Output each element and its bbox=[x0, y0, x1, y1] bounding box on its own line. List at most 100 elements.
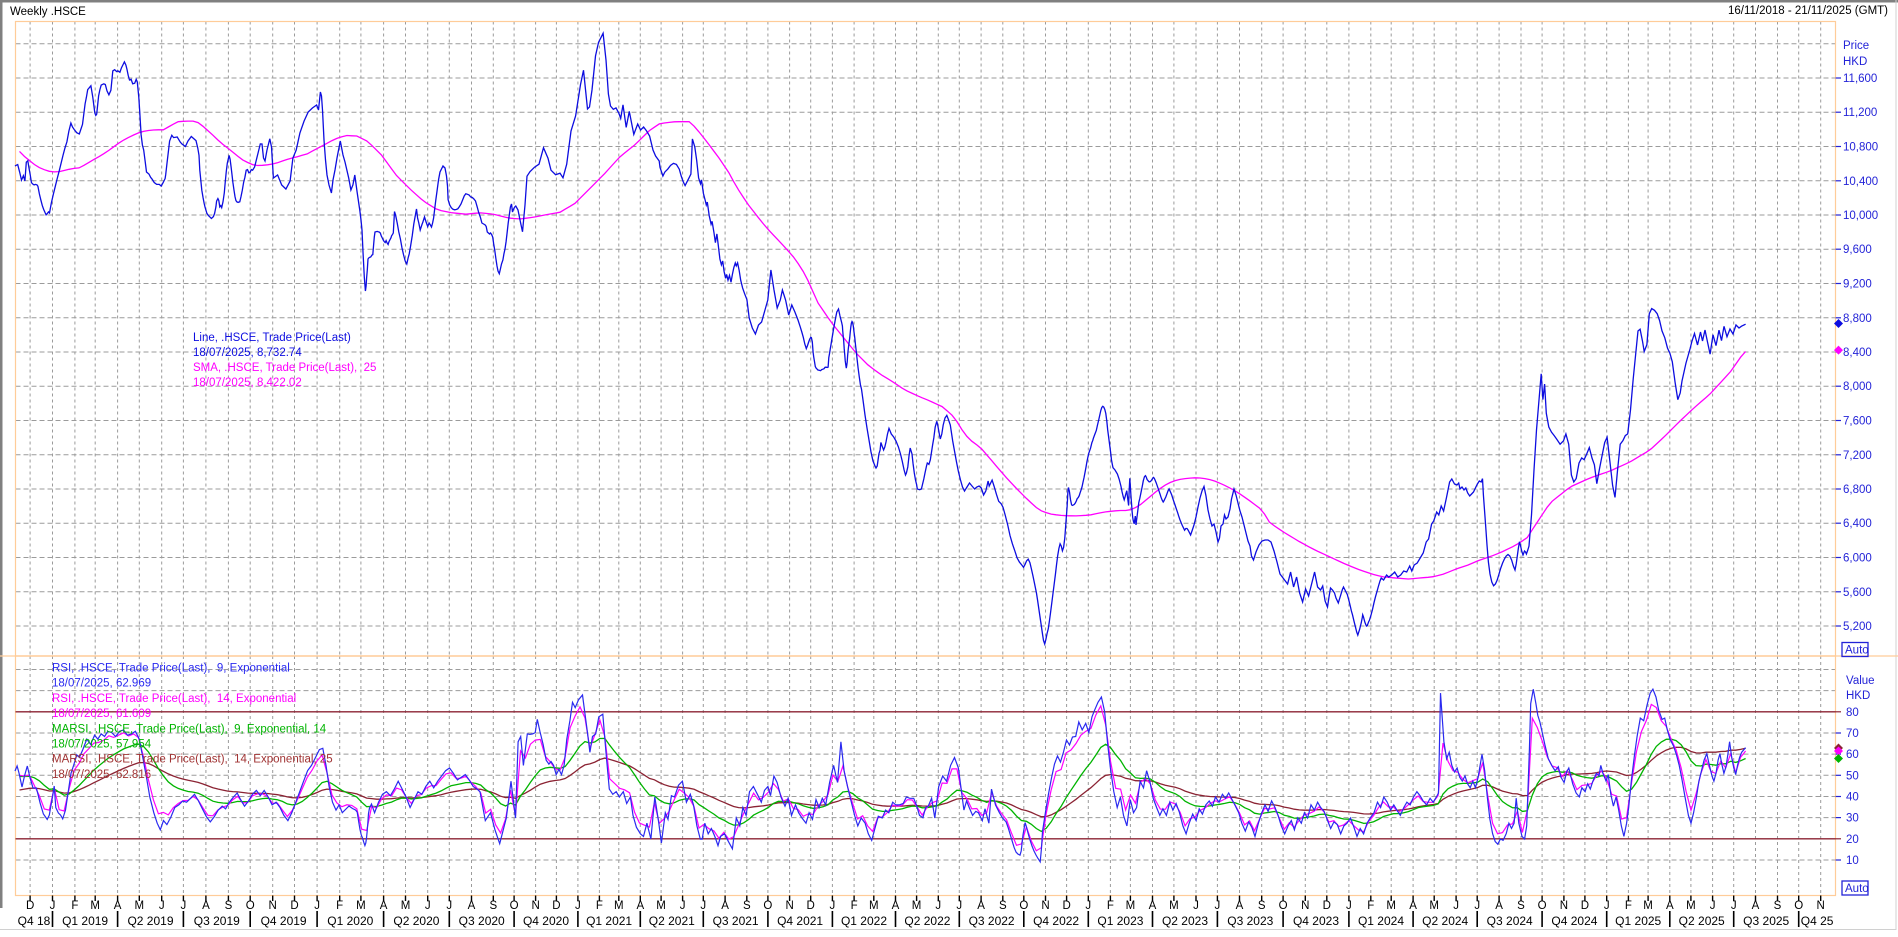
svg-text:8,800: 8,800 bbox=[1843, 313, 1872, 325]
svg-text:M: M bbox=[1643, 900, 1653, 912]
svg-text:M: M bbox=[1126, 900, 1136, 912]
svg-text:Q1 2024: Q1 2024 bbox=[1358, 914, 1404, 928]
svg-text:Q1 2023: Q1 2023 bbox=[1097, 914, 1143, 928]
svg-text:10,000: 10,000 bbox=[1843, 210, 1878, 222]
svg-text:Q2 2025: Q2 2025 bbox=[1679, 914, 1725, 928]
svg-text:A: A bbox=[468, 900, 476, 912]
svg-text:F: F bbox=[851, 900, 858, 912]
svg-text:F: F bbox=[1107, 900, 1114, 912]
svg-text:Q3 2021: Q3 2021 bbox=[713, 914, 759, 928]
svg-text:A: A bbox=[1666, 900, 1674, 912]
svg-text:S: S bbox=[1258, 900, 1266, 912]
svg-text:18/07/2025, 8,732.74: 18/07/2025, 8,732.74 bbox=[193, 347, 302, 359]
svg-text:Q1 2025: Q1 2025 bbox=[1615, 914, 1661, 928]
svg-text:8,000: 8,000 bbox=[1843, 381, 1872, 393]
svg-text:18/07/2025, 62.969: 18/07/2025, 62.969 bbox=[52, 678, 151, 690]
svg-text:S: S bbox=[1774, 900, 1782, 912]
svg-text:60: 60 bbox=[1846, 749, 1859, 761]
svg-text:J: J bbox=[159, 900, 165, 912]
svg-text:10: 10 bbox=[1846, 855, 1859, 867]
svg-text:Q4 2022: Q4 2022 bbox=[1033, 914, 1079, 928]
svg-text:Q4 18: Q4 18 bbox=[18, 914, 51, 928]
svg-text:5,600: 5,600 bbox=[1843, 587, 1872, 599]
svg-text:M: M bbox=[1169, 900, 1179, 912]
svg-text:Auto: Auto bbox=[1845, 883, 1869, 895]
svg-text:A: A bbox=[1149, 900, 1157, 912]
svg-text:Q1 2019: Q1 2019 bbox=[62, 914, 108, 928]
svg-text:Q3 2025: Q3 2025 bbox=[1743, 914, 1789, 928]
svg-text:M: M bbox=[614, 900, 624, 912]
svg-text:N: N bbox=[785, 900, 793, 912]
svg-text:O: O bbox=[763, 900, 772, 912]
svg-text:A: A bbox=[892, 900, 900, 912]
svg-text:6,400: 6,400 bbox=[1843, 518, 1872, 530]
svg-text:O: O bbox=[1279, 900, 1288, 912]
svg-text:O: O bbox=[246, 900, 255, 912]
svg-text:A: A bbox=[1236, 900, 1244, 912]
svg-text:J: J bbox=[50, 900, 56, 912]
svg-text:11,600: 11,600 bbox=[1843, 73, 1877, 85]
svg-text:J: J bbox=[314, 900, 320, 912]
svg-text:O: O bbox=[1538, 900, 1547, 912]
svg-text:D: D bbox=[1062, 900, 1070, 912]
svg-text:S: S bbox=[489, 900, 497, 912]
svg-text:Q1 2021: Q1 2021 bbox=[586, 914, 632, 928]
svg-text:A: A bbox=[636, 900, 644, 912]
svg-text:Q3 2023: Q3 2023 bbox=[1227, 914, 1273, 928]
svg-text:18/07/2025, 57.954: 18/07/2025, 57.954 bbox=[52, 739, 152, 751]
svg-text:18/07/2025, 8,422.02: 18/07/2025, 8,422.02 bbox=[193, 377, 302, 389]
svg-text:MARSI, .HSCE, Trade Price(Last: MARSI, .HSCE, Trade Price(Last), 14, Exp… bbox=[52, 754, 333, 766]
svg-text:Q3 2024: Q3 2024 bbox=[1487, 914, 1533, 928]
svg-text:Q2 2024: Q2 2024 bbox=[1422, 914, 1468, 928]
svg-text:O: O bbox=[1794, 900, 1803, 912]
svg-text:M: M bbox=[912, 900, 922, 912]
svg-text:M: M bbox=[1429, 900, 1439, 912]
svg-text:J: J bbox=[1474, 900, 1480, 912]
svg-text:N: N bbox=[1560, 900, 1568, 912]
svg-text:J: J bbox=[700, 900, 706, 912]
svg-text:F: F bbox=[336, 900, 343, 912]
svg-text:5,200: 5,200 bbox=[1843, 621, 1872, 633]
svg-text:M: M bbox=[135, 900, 145, 912]
svg-text:N: N bbox=[531, 900, 539, 912]
svg-text:J: J bbox=[1710, 900, 1716, 912]
svg-text:50: 50 bbox=[1846, 770, 1859, 782]
svg-text:J: J bbox=[956, 900, 962, 912]
svg-text:J: J bbox=[1731, 900, 1737, 912]
svg-text:S: S bbox=[999, 900, 1007, 912]
svg-text:11,200: 11,200 bbox=[1843, 107, 1877, 119]
svg-text:D: D bbox=[807, 900, 815, 912]
svg-text:40: 40 bbox=[1846, 792, 1859, 804]
svg-text:Value: Value bbox=[1846, 675, 1875, 687]
svg-text:Q4 2021: Q4 2021 bbox=[777, 914, 823, 928]
svg-text:Q2 2020: Q2 2020 bbox=[393, 914, 439, 928]
svg-text:D: D bbox=[552, 900, 560, 912]
svg-text:10,400: 10,400 bbox=[1843, 176, 1878, 188]
svg-text:F: F bbox=[1625, 900, 1632, 912]
svg-text:D: D bbox=[1323, 900, 1331, 912]
svg-text:J: J bbox=[1346, 900, 1352, 912]
svg-text:M: M bbox=[356, 900, 366, 912]
svg-text:30: 30 bbox=[1846, 813, 1859, 825]
svg-text:A: A bbox=[721, 900, 729, 912]
svg-text:MARSI, .HSCE, Trade Price(Last: MARSI, .HSCE, Trade Price(Last), 9, Expo… bbox=[52, 723, 327, 735]
svg-text:N: N bbox=[1041, 900, 1049, 912]
svg-text:HKD: HKD bbox=[1846, 690, 1870, 702]
svg-text:80: 80 bbox=[1846, 707, 1859, 719]
svg-text:J: J bbox=[1604, 900, 1610, 912]
svg-text:Q3 2022: Q3 2022 bbox=[969, 914, 1015, 928]
svg-text:RSI, .HSCE, Trade Price(Last),: RSI, .HSCE, Trade Price(Last), 14, Expon… bbox=[52, 693, 296, 705]
svg-text:70: 70 bbox=[1846, 728, 1859, 740]
svg-text:J: J bbox=[1215, 900, 1221, 912]
svg-text:HKD: HKD bbox=[1843, 56, 1867, 68]
svg-text:A: A bbox=[114, 900, 122, 912]
svg-text:Q4 2023: Q4 2023 bbox=[1293, 914, 1339, 928]
svg-text:J: J bbox=[575, 900, 581, 912]
svg-text:S: S bbox=[1517, 900, 1525, 912]
svg-text:9,600: 9,600 bbox=[1843, 244, 1872, 256]
svg-text:A: A bbox=[977, 900, 985, 912]
svg-text:SMA, .HSCE, Trade Price(Last),: SMA, .HSCE, Trade Price(Last), 25 bbox=[193, 362, 376, 374]
svg-text:M: M bbox=[90, 900, 100, 912]
svg-text:S: S bbox=[225, 900, 233, 912]
svg-text:A: A bbox=[202, 900, 210, 912]
